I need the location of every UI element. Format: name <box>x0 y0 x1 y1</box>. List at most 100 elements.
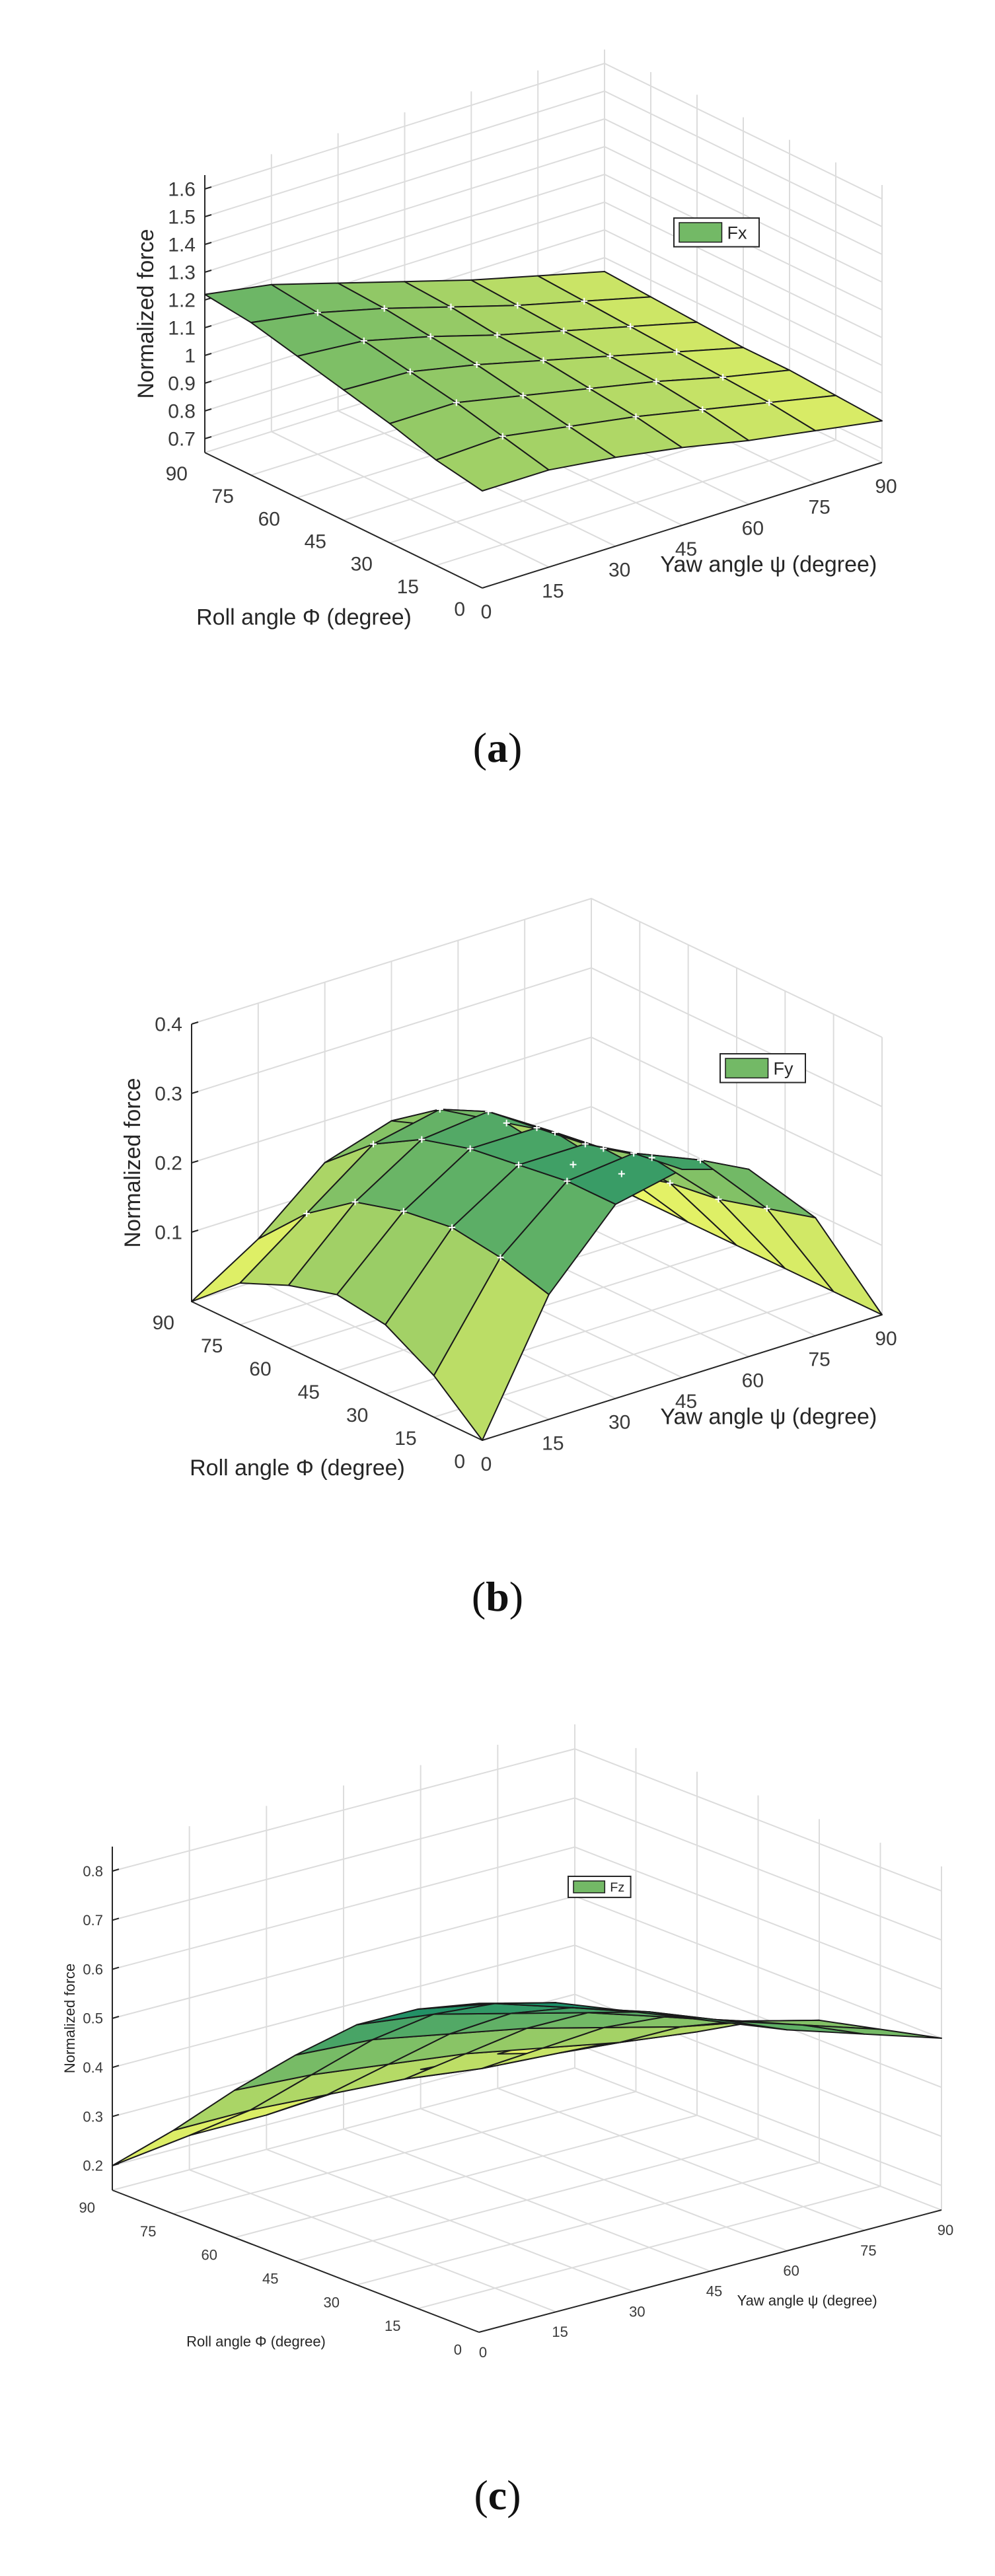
y-tick-label: 15 <box>397 576 419 598</box>
y-tick-label: 30 <box>351 554 373 575</box>
x-tick-label: 90 <box>875 476 897 497</box>
legend: Fy <box>719 1053 806 1084</box>
legend-label: Fy <box>774 1058 793 1078</box>
x-axis-label: Yaw angle ψ (degree) <box>660 1404 877 1429</box>
surface-plot-fx: 0.7 0.8 0.9 1 1.1 1.2 1.3 1.4 1.5 1.6 0 15 30 45 60 75 9… <box>133 50 897 630</box>
surface-plot-fy: 0.1 0.2 0.3 0.4 0 15 30 45 60 75 90 0 15 30 45 60 75 90 No… <box>120 897 897 1481</box>
z-tick-label: 1.3 <box>168 262 196 284</box>
legend-label: Fx <box>727 223 747 242</box>
y-axis <box>112 2190 480 2333</box>
z-tick-label: 1.5 <box>168 207 196 229</box>
z-tick-label: 1.1 <box>168 318 196 340</box>
caption-b: (b) <box>471 1573 524 1620</box>
x-tick-label: 75 <box>808 1349 830 1371</box>
x-tick-label: 45 <box>675 1391 697 1413</box>
z-tick-label: 0.6 <box>83 1961 103 1977</box>
z-tick-label: 0.2 <box>155 1153 182 1175</box>
y-tick-label: 15 <box>394 1428 416 1450</box>
x-tick-label: 75 <box>808 497 830 519</box>
x-axis <box>482 1314 883 1441</box>
caption-c: (c) <box>474 2472 521 2519</box>
x-tick-label: 15 <box>542 1432 564 1454</box>
y-axis-label: Roll angle Φ (degree) <box>186 2334 326 2350</box>
surface <box>112 2002 942 2166</box>
z-tick-label: 0.1 <box>155 1222 182 1244</box>
legend: Fz <box>568 1876 632 1898</box>
panel-a: 0.7 0.8 0.9 1 1.1 1.2 1.3 1.4 1.5 1.6 0 15 30 45 60 75 9… <box>0 0 995 813</box>
z-tick-label: 0.4 <box>155 1014 182 1036</box>
y-tick-label: 0 <box>454 599 465 620</box>
x-tick-label: 0 <box>481 1454 492 1475</box>
z-axis-label: Normalized force <box>120 1078 145 1248</box>
x-tick-label: 75 <box>860 2242 876 2259</box>
z-tick-label: 0.4 <box>83 2059 103 2076</box>
x-tick-label: 45 <box>675 538 697 560</box>
y-axis <box>191 1301 483 1441</box>
x-tick-label: 60 <box>742 1370 764 1391</box>
z-tick-label: 0.2 <box>83 2158 103 2174</box>
y-tick-label: 75 <box>201 1335 223 1357</box>
y-tick-label: 90 <box>79 2199 95 2216</box>
y-tick-label: 0 <box>454 1451 465 1473</box>
y-axis-label: Roll angle Φ (degree) <box>196 605 412 630</box>
y-tick-label: 90 <box>166 463 188 485</box>
data-markers <box>314 297 773 440</box>
y-tick-label: 75 <box>140 2223 156 2240</box>
x-tick-label: 60 <box>742 517 764 539</box>
surface-patch <box>802 2024 942 2039</box>
y-tick-label: 75 <box>212 486 234 507</box>
y-tick-label: 60 <box>249 1358 271 1380</box>
y-tick-label: 15 <box>385 2318 400 2334</box>
y-axis-label: Roll angle Φ (degree) <box>190 1455 405 1481</box>
x-tick-label: 90 <box>938 2222 953 2238</box>
legend-label: Fz <box>610 1880 624 1895</box>
y-tick-label: 90 <box>153 1312 174 1334</box>
y-tick-label: 60 <box>202 2247 217 2263</box>
legend-swatch <box>573 1880 606 1894</box>
surface <box>191 1109 883 1441</box>
y-tick-label: 45 <box>305 531 326 553</box>
z-tick-label: 1 <box>184 346 196 367</box>
z-tick-label: 1.2 <box>168 290 196 312</box>
z-tick-label: 1.6 <box>168 179 196 201</box>
y-axis <box>204 452 483 589</box>
y-tick-label: 45 <box>262 2271 278 2287</box>
panel-c: 0.2 0.3 0.4 0.5 0.6 0.7 0.8 0 15 30 45 60 75 90 0 15 30 4… <box>0 1672 995 2576</box>
axes <box>191 1021 883 1441</box>
axes <box>112 1847 942 2333</box>
surface-patch <box>768 394 883 431</box>
surface-plot-fz: 0.2 0.3 0.4 0.5 0.6 0.7 0.8 0 15 30 45 60 75 90 0 15 30 4… <box>61 1724 953 2361</box>
panel-b: 0.1 0.2 0.3 0.4 0 15 30 45 60 75 90 0 15 30 45 60 75 90 No… <box>0 813 995 1672</box>
y-tick-label: 45 <box>298 1381 320 1403</box>
z-tick-label: 1.4 <box>168 235 196 256</box>
surface-patch <box>766 1208 883 1315</box>
x-tick-label: 30 <box>629 2303 645 2320</box>
x-axis <box>482 462 883 589</box>
x-tick-label: 15 <box>552 2324 568 2340</box>
z-tick-label: 0.8 <box>168 401 196 423</box>
x-axis-label: Yaw angle ψ (degree) <box>660 552 877 577</box>
legend-swatch <box>725 1058 769 1079</box>
z-axis-label: Normalized force <box>61 1964 78 2073</box>
data-markers <box>303 1106 770 1261</box>
y-tick-label: 30 <box>324 2294 340 2310</box>
y-tick-label: 30 <box>346 1405 368 1426</box>
x-tick-label: 45 <box>706 2283 722 2300</box>
x-tick-label: 90 <box>875 1328 897 1350</box>
legend: Fx <box>673 217 760 248</box>
x-tick-label: 60 <box>783 2263 799 2279</box>
z-tick-label: 0.8 <box>83 1863 103 1880</box>
z-tick-label: 0.3 <box>83 2108 103 2125</box>
y-tick-label: 60 <box>258 508 280 530</box>
z-tick-label: 0.7 <box>83 1912 103 1929</box>
z-tick-label: 0.3 <box>155 1084 182 1105</box>
x-tick-label: 30 <box>608 560 630 581</box>
x-tick-label: 0 <box>479 2344 487 2361</box>
x-tick-label: 30 <box>608 1412 630 1434</box>
z-tick-label: 0.7 <box>168 429 196 451</box>
z-tick-label: 0.5 <box>83 2010 103 2027</box>
legend-swatch <box>679 222 723 243</box>
x-tick-label: 0 <box>481 601 492 623</box>
y-tick-label: 0 <box>454 2341 462 2358</box>
z-tick-label: 0.9 <box>168 373 196 395</box>
